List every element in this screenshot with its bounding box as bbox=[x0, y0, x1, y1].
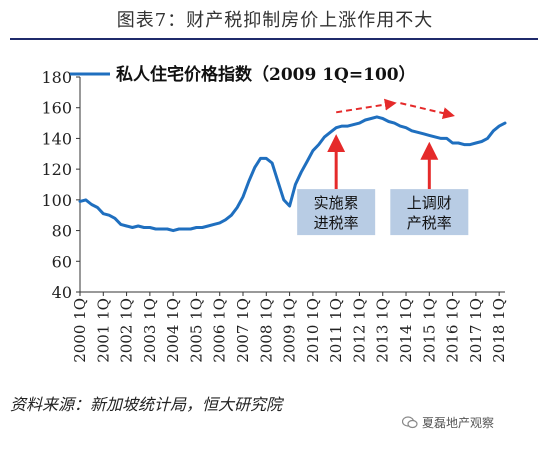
x-tick-label-2018-1Q: 2018 1Q bbox=[490, 298, 508, 363]
y-tick-label-40: 40 bbox=[52, 283, 72, 302]
x-tick-label-2009-1Q: 2009 1Q bbox=[281, 298, 299, 363]
watermark-text: 夏磊地产观察 bbox=[422, 416, 495, 430]
x-tick-label-2001-1Q: 2001 1Q bbox=[94, 298, 112, 363]
x-tick-label-2002-1Q: 2002 1Q bbox=[118, 298, 136, 363]
x-tick-label-2007-1Q: 2007 1Q bbox=[234, 298, 252, 363]
annotation-text-1-1: 实施累 bbox=[314, 194, 359, 212]
x-tick-labels: 2000 1Q 2001 1Q 2002 1Q 2003 1Q 2004 1Q 2005 … bbox=[71, 298, 508, 363]
annotation-text-2-1: 上调财 bbox=[407, 194, 452, 212]
x-tick-label-2010-1Q: 2010 1Q bbox=[304, 298, 322, 363]
x-tick-label-2000-1Q: 2000 1Q bbox=[71, 298, 89, 363]
wechat-icon bbox=[402, 416, 418, 429]
y-tick-label-80: 80 bbox=[52, 222, 72, 241]
x-tick-label-2014-1Q: 2014 1Q bbox=[397, 298, 415, 363]
x-tick-label-2013-1Q: 2013 1Q bbox=[374, 298, 392, 363]
x-tick-label-2003-1Q: 2003 1Q bbox=[141, 298, 159, 363]
line-chart: 40 60 80 100 120 140 160 180 2000 1Q 2001 1Q 2002… bbox=[41, 64, 508, 363]
x-tick-label-2017-1Q: 2017 1Q bbox=[467, 298, 485, 363]
x-tick-label-2011-1Q: 2011 1Q bbox=[327, 298, 345, 363]
y-tick-label-60: 60 bbox=[52, 252, 72, 271]
y-tick-label-140: 140 bbox=[41, 129, 72, 148]
series-line-private-housing-index bbox=[78, 115, 507, 233]
annotation-text-2-2: 产税率 bbox=[407, 214, 452, 232]
trend-arrow-up bbox=[336, 98, 397, 114]
legend-label: 私人住宅价格指数（2009 1Q=100） bbox=[116, 64, 416, 85]
x-tick-label-2016-1Q: 2016 1Q bbox=[444, 298, 462, 363]
title-rule bbox=[10, 38, 538, 40]
annotation-box-1 bbox=[297, 189, 376, 236]
watermark: 夏磊地产观察 bbox=[402, 414, 494, 431]
x-tick-label-2006-1Q: 2006 1Q bbox=[211, 298, 229, 363]
x-tick-label-2012-1Q: 2012 1Q bbox=[350, 298, 368, 363]
y-tick-label-120: 120 bbox=[41, 160, 72, 179]
annotation-box-2 bbox=[390, 189, 469, 236]
annotation-text-1-2: 进税率 bbox=[314, 214, 359, 232]
source-note: 资料来源：新加坡统计局，恒大研究院 bbox=[10, 395, 283, 414]
x-tick-label-2015-1Q: 2015 1Q bbox=[420, 298, 438, 363]
x-tick-label-2004-1Q: 2004 1Q bbox=[164, 298, 182, 363]
figure-title: 图表7：财产税抑制房价上涨作用不大 bbox=[116, 10, 434, 31]
chart-axes bbox=[76, 76, 505, 296]
y-tick-labels: 40 60 80 100 120 140 160 180 bbox=[41, 68, 72, 302]
legend: 私人住宅价格指数（2009 1Q=100） bbox=[70, 64, 416, 85]
x-tick-label-2008-1Q: 2008 1Q bbox=[257, 298, 275, 363]
y-tick-label-160: 160 bbox=[41, 99, 72, 118]
y-tick-label-180: 180 bbox=[41, 68, 72, 87]
y-tick-label-100: 100 bbox=[41, 191, 72, 210]
trend-arrow-down bbox=[400, 102, 455, 120]
x-tick-label-2005-1Q: 2005 1Q bbox=[187, 298, 205, 363]
